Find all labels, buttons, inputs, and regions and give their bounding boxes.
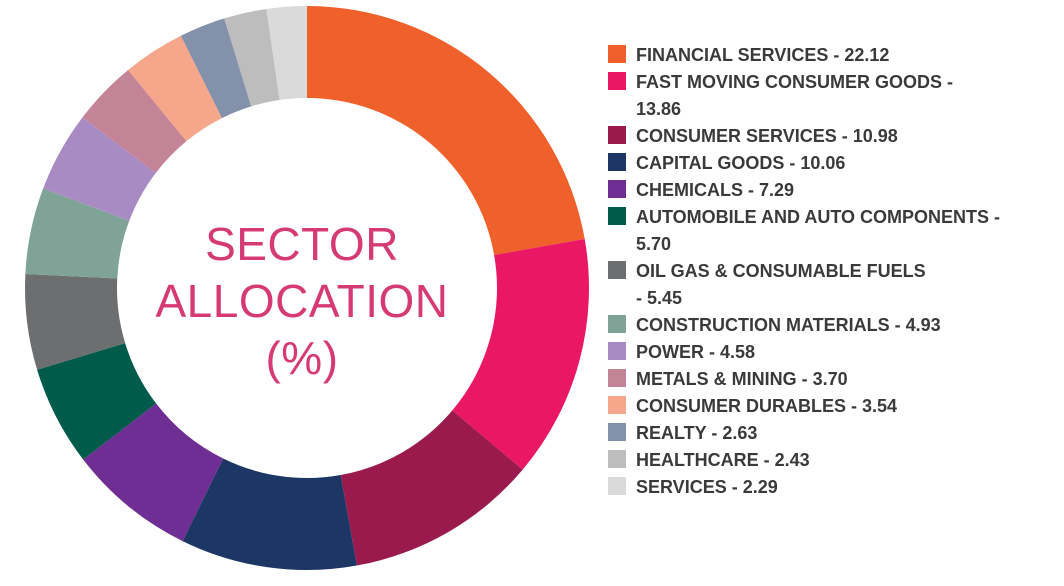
donut-chart: SECTOR ALLOCATION (%): [25, 6, 589, 571]
donut-slice-metals-mining: [82, 70, 187, 174]
chart-title-line-3: (%): [265, 332, 339, 384]
legend-swatch: [608, 342, 626, 360]
legend-item: REALTY - 2.63: [606, 420, 1058, 447]
legend-label: CAPITAL GOODS - 10.06: [636, 153, 846, 173]
legend-item: CHEMICALS - 7.29: [606, 177, 1058, 204]
legend-label: AUTOMOBILE AND AUTO COMPONENTS -: [636, 207, 1000, 227]
donut-slice-automobile-and-auto-components: [37, 343, 157, 460]
donut-svg: [25, 6, 589, 571]
donut-slice-healthcare: [224, 8, 280, 107]
legend-label: CHEMICALS - 7.29: [636, 180, 795, 200]
legend-label: METALS & MINING - 3.70: [636, 369, 848, 389]
legend-item: OIL GAS & CONSUMABLE FUELS - 5.45: [606, 258, 1058, 312]
chart-title-line-1: SECTOR: [205, 218, 399, 270]
legend: FINANCIAL SERVICES - 22.12 FAST MOVING CO…: [606, 42, 1058, 501]
chart-title-line-2: ALLOCATION: [155, 275, 449, 327]
legend-label: FAST MOVING CONSUMER GOODS -: [636, 72, 954, 92]
donut-slice-financial-services: [307, 6, 585, 255]
legend-label: POWER - 4.58: [636, 342, 756, 362]
legend-label: 13.86: [636, 99, 682, 119]
legend-swatch: [608, 315, 626, 333]
donut-slice-services: [266, 6, 307, 100]
donut-slice-chemicals: [83, 403, 224, 542]
donut-slice-realty: [180, 18, 252, 119]
legend-label: CONSUMER SERVICES - 10.98: [636, 126, 898, 146]
legend-swatch: [608, 126, 626, 144]
donut-slice-power: [43, 117, 156, 221]
donut-slice-consumer-services: [340, 410, 523, 566]
legend-item: CONSTRUCTION MATERIALS - 4.93: [606, 312, 1058, 339]
legend-label: - 5.45: [636, 288, 683, 308]
legend-swatch: [608, 396, 626, 414]
legend-item: AUTOMOBILE AND AUTO COMPONENTS - 5.70: [606, 204, 1058, 258]
legend-swatch: [608, 207, 626, 225]
legend-swatch: [608, 153, 626, 171]
legend-item: FAST MOVING CONSUMER GOODS - 13.86: [606, 69, 1058, 123]
legend-swatch: [608, 180, 626, 198]
legend-swatch: [608, 423, 626, 441]
legend-label: 5.70: [636, 234, 672, 254]
legend-label: CONSTRUCTION MATERIALS - 4.93: [636, 315, 941, 335]
legend-item: CONSUMER SERVICES - 10.98: [606, 123, 1058, 150]
chart-title: SECTOR ALLOCATION (%): [152, 216, 452, 387]
legend-item: FINANCIAL SERVICES - 22.12: [606, 42, 1058, 69]
legend-label: SERVICES - 2.29: [636, 477, 778, 497]
legend-label: REALTY - 2.63: [636, 423, 758, 443]
legend-swatch: [608, 477, 626, 495]
donut-slice-construction-materials: [25, 188, 130, 279]
legend-item: CONSUMER DURABLES - 3.54: [606, 393, 1058, 420]
donut-slice-consumer-durables: [128, 35, 222, 142]
legend-item: CAPITAL GOODS - 10.06: [606, 150, 1058, 177]
legend-label: HEALTHCARE - 2.43: [636, 450, 810, 470]
donut-slice-capital-goods: [182, 458, 357, 571]
legend-swatch: [608, 450, 626, 468]
legend-label: FINANCIAL SERVICES - 22.12: [636, 45, 890, 65]
donut-slice-fast-moving-consumer-goods: [452, 238, 589, 470]
legend-swatch: [608, 72, 626, 90]
legend-item: HEALTHCARE - 2.43: [606, 447, 1058, 474]
legend-label: CONSUMER DURABLES - 3.54: [636, 396, 898, 416]
legend-item: METALS & MINING - 3.70: [606, 366, 1058, 393]
legend-swatch: [608, 45, 626, 63]
legend-swatch: [608, 261, 626, 279]
donut-slice-oil-gas-consumable-fuels: [25, 273, 126, 370]
legend-label: OIL GAS & CONSUMABLE FUELS: [636, 261, 926, 281]
legend-swatch: [608, 369, 626, 387]
legend-item: SERVICES - 2.29: [606, 474, 1058, 501]
legend-item: POWER - 4.58: [606, 339, 1058, 366]
